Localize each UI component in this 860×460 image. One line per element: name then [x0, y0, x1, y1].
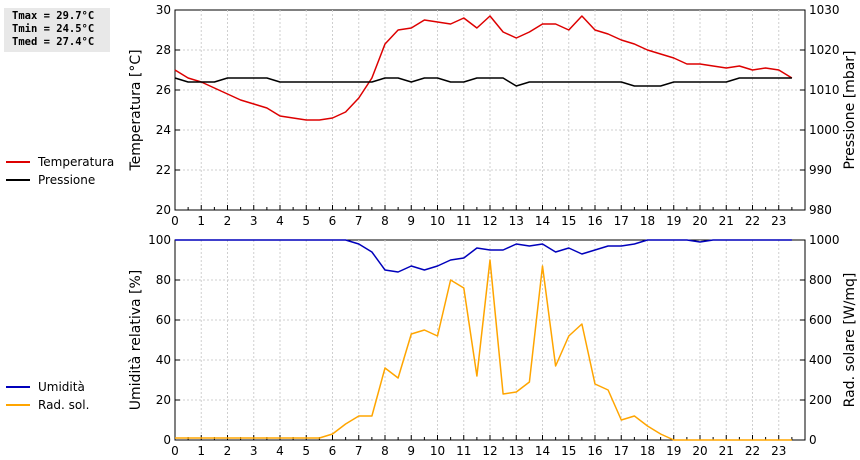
- x-tick-label: 17: [614, 444, 629, 458]
- y-axis-label: Temperatura [°C]: [128, 49, 144, 171]
- y-right-tick-label: 1010: [809, 83, 840, 97]
- y-right-tick-label: 1030: [809, 3, 840, 17]
- legend-label: Rad. sol.: [38, 398, 89, 412]
- x-tick-label: 7: [355, 214, 363, 228]
- x-tick-label: 0: [171, 214, 179, 228]
- y-right-tick-label: 400: [809, 353, 832, 367]
- y-right-tick-label: 0: [809, 433, 817, 447]
- x-tick-label: 11: [456, 214, 471, 228]
- y-tick-label: 20: [156, 393, 171, 407]
- x-tick-label: 11: [456, 444, 471, 458]
- x-tick-label: 0: [171, 444, 179, 458]
- y-tick-label: 60: [156, 313, 171, 327]
- x-tick-label: 23: [771, 444, 786, 458]
- y-right-tick-label: 1020: [809, 43, 840, 57]
- x-tick-label: 2: [224, 444, 232, 458]
- y-tick-label: 0: [163, 433, 171, 447]
- x-tick-label: 3: [250, 444, 258, 458]
- x-tick-label: 6: [329, 444, 337, 458]
- x-tick-label: 6: [329, 214, 337, 228]
- series-line-1: [175, 259, 792, 441]
- y-right-tick-label: 200: [809, 393, 832, 407]
- tmin-label: Tmin = 24.5°C: [12, 23, 95, 35]
- x-tick-label: 10: [430, 214, 445, 228]
- x-tick-label: 18: [640, 214, 655, 228]
- x-tick-label: 12: [482, 214, 497, 228]
- x-tick-label: 20: [692, 444, 707, 458]
- humidity-radiation-chart: 0 1 2 3 4 5 6 7 8 9 10 11 12 13 14 15 16 17 18 19 20 21 22 2302…: [6, 233, 858, 458]
- x-tick-label: 9: [407, 214, 415, 228]
- x-tick-label: 12: [482, 444, 497, 458]
- legend-label: Temperatura: [37, 155, 114, 169]
- x-tick-label: 14: [535, 444, 550, 458]
- y-right-tick-label: 990: [809, 163, 832, 177]
- x-tick-label: 21: [719, 214, 734, 228]
- temperature-pressure-chart: 0 1 2 3 4 5 6 7 8 9 10 11 12 13 14 15 16 17 18 19 20 21 22 2320…: [6, 3, 858, 228]
- y-tick-label: 40: [156, 353, 171, 367]
- series-line-1: [174, 77, 792, 87]
- legend-label: Pressione: [38, 173, 95, 187]
- y-right-tick-label: 1000: [809, 123, 840, 137]
- series-line-0: [175, 239, 792, 273]
- x-tick-label: 15: [561, 214, 576, 228]
- x-tick-label: 20: [692, 214, 707, 228]
- y-right-tick-label: 600: [809, 313, 832, 327]
- x-tick-label: 1: [197, 214, 205, 228]
- stats-box: Tmax = 29.7°C Tmin = 24.5°C Tmed = 27.4°…: [4, 8, 110, 52]
- x-tick-label: 4: [276, 214, 284, 228]
- y-right-tick-label: 800: [809, 273, 832, 287]
- x-tick-label: 4: [276, 444, 284, 458]
- tmax-label: Tmax = 29.7°C: [12, 10, 95, 22]
- y-right-axis-label: Pressione [mbar]: [842, 50, 858, 169]
- y-tick-label: 20: [156, 203, 171, 217]
- x-tick-label: 1: [197, 444, 205, 458]
- y-right-tick-label: 1000: [809, 233, 840, 247]
- y-right-tick-label: 980: [809, 203, 832, 217]
- x-tick-label: 21: [719, 444, 734, 458]
- series-line-0: [174, 15, 793, 121]
- y-tick-label: 28: [156, 43, 171, 57]
- legend-label: Umidità: [38, 380, 85, 394]
- x-tick-label: 22: [745, 214, 760, 228]
- x-tick-label: 16: [587, 444, 602, 458]
- x-tick-label: 17: [614, 214, 629, 228]
- x-tick-label: 19: [666, 214, 681, 228]
- x-tick-label: 23: [771, 214, 786, 228]
- y-tick-label: 80: [156, 273, 171, 287]
- x-tick-label: 2: [224, 214, 232, 228]
- x-tick-label: 22: [745, 444, 760, 458]
- y-right-axis-label: Rad. solare [W/mq]: [842, 273, 858, 408]
- x-tick-label: 16: [587, 214, 602, 228]
- x-tick-label: 5: [302, 214, 310, 228]
- x-tick-label: 10: [430, 444, 445, 458]
- x-tick-label: 14: [535, 214, 550, 228]
- tmed-label: Tmed = 27.4°C: [12, 36, 95, 48]
- x-tick-label: 9: [407, 444, 415, 458]
- y-tick-label: 26: [156, 83, 171, 97]
- x-tick-label: 15: [561, 444, 576, 458]
- x-tick-label: 18: [640, 444, 655, 458]
- y-tick-label: 30: [156, 3, 171, 17]
- x-tick-label: 8: [381, 444, 389, 458]
- x-tick-label: 8: [381, 214, 389, 228]
- x-tick-label: 7: [355, 444, 363, 458]
- x-tick-label: 5: [302, 444, 310, 458]
- x-tick-label: 3: [250, 214, 258, 228]
- y-tick-label: 24: [156, 123, 171, 137]
- x-tick-label: 13: [509, 214, 524, 228]
- y-axis-label: Umidità relativa [%]: [128, 270, 144, 411]
- y-tick-label: 22: [156, 163, 171, 177]
- y-tick-label: 100: [148, 233, 171, 247]
- x-tick-label: 19: [666, 444, 681, 458]
- x-tick-label: 13: [509, 444, 524, 458]
